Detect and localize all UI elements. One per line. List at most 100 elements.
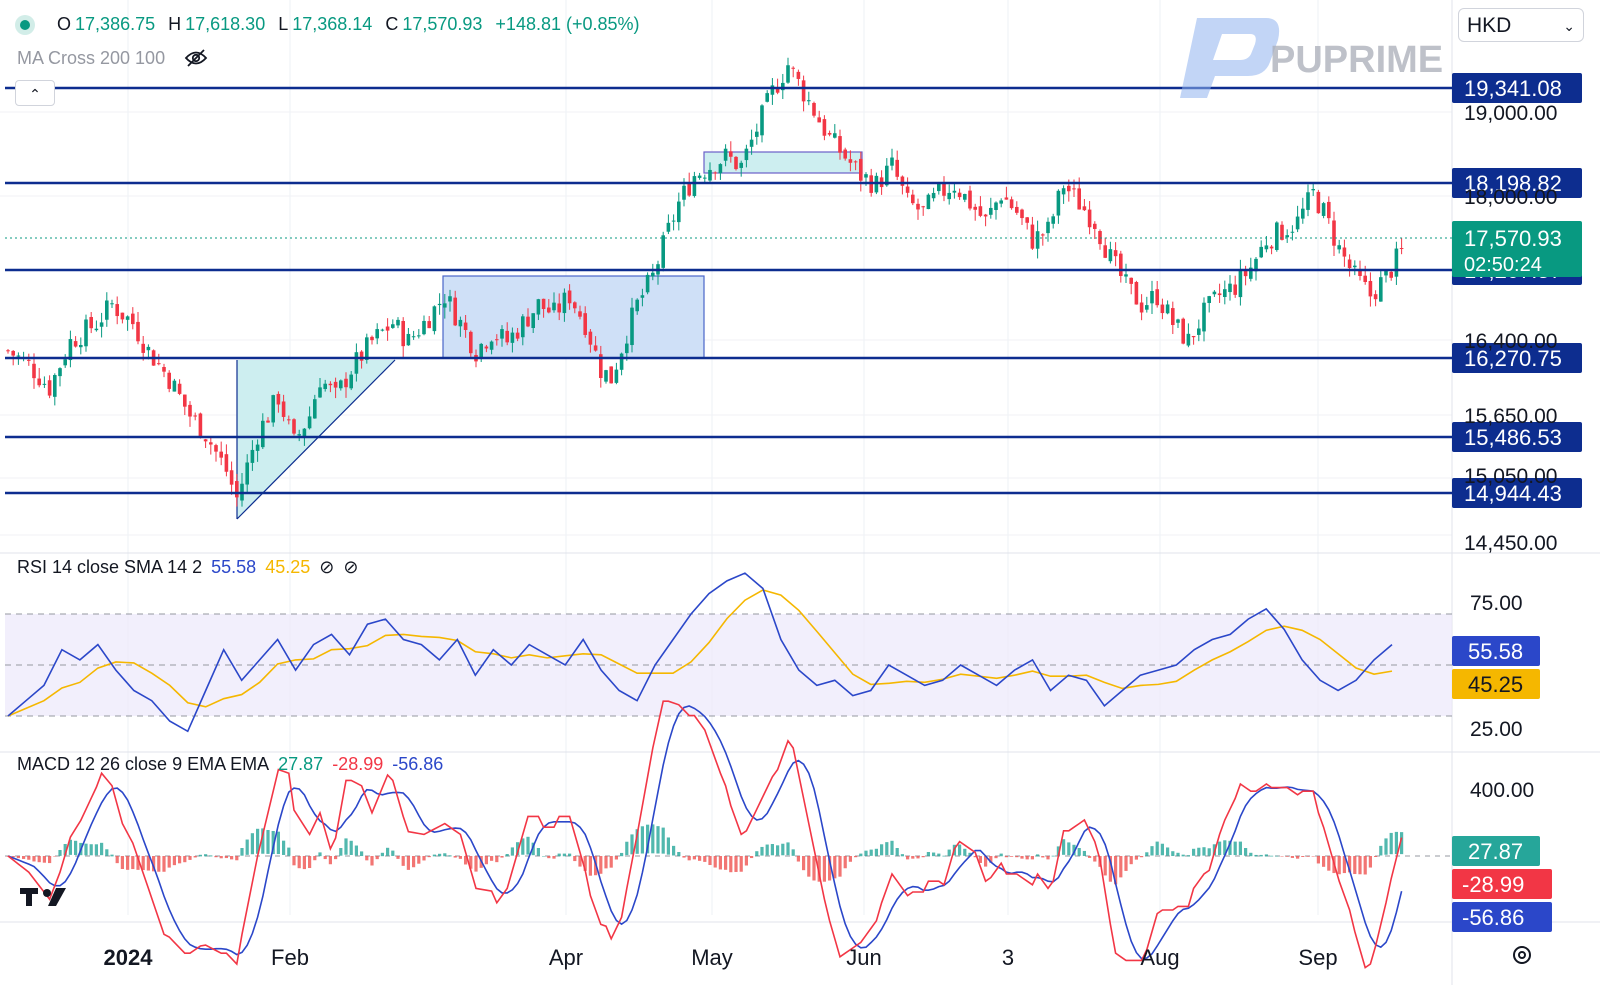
candle-body: [515, 332, 520, 339]
candle-body: [588, 331, 593, 345]
macd-histogram-bar: [890, 840, 894, 855]
candle-body: [1119, 253, 1123, 277]
tradingview-logo-icon[interactable]: [20, 888, 66, 906]
macd-histogram-bar: [1368, 856, 1372, 868]
macd-legend[interactable]: MACD 12 26 close 9 EMA EMA 27.87 -28.99 …: [17, 754, 447, 775]
candle-body: [541, 298, 546, 310]
macd-histogram-bar: [1316, 856, 1320, 864]
macd-histogram-bar: [599, 856, 603, 874]
candle-body: [484, 346, 489, 349]
rsi-legend[interactable]: RSI 14 close SMA 14 2 55.58 45.25 ⊘ ⊘: [17, 557, 362, 578]
macd-histogram-bar: [469, 856, 473, 869]
empty-value-icon: ⊘: [319, 557, 335, 577]
macd-histogram-bar: [396, 856, 400, 859]
candle-body: [1186, 333, 1191, 346]
macd-histogram-bar: [349, 840, 353, 855]
macd-histogram-bar: [1186, 855, 1190, 857]
candle-body: [526, 316, 530, 327]
macd-histogram-bar: [1348, 856, 1352, 873]
candle-body: [427, 321, 431, 329]
candle-body: [1259, 246, 1263, 258]
candle-body: [47, 380, 52, 396]
candle-body: [1311, 189, 1315, 191]
macd-histogram-bar: [1353, 856, 1357, 875]
macd-histogram-bar: [1051, 855, 1055, 857]
candle-body: [786, 65, 790, 83]
candle-body: [640, 295, 645, 298]
macd-histogram-bar: [1088, 856, 1092, 858]
macd-histogram-bar: [126, 856, 130, 870]
candle-body: [578, 311, 582, 317]
macd-hist-label: [1452, 836, 1540, 866]
gear-icon[interactable]: [1510, 943, 1534, 967]
macd-histogram-bar: [495, 856, 499, 863]
macd-histogram-bar: [198, 854, 202, 857]
macd-histogram-bar: [646, 824, 650, 854]
candle-body: [120, 312, 125, 320]
candle-body: [1353, 265, 1357, 268]
macd-histogram-bar: [1358, 856, 1362, 875]
candle-body: [1191, 336, 1196, 338]
candle-body: [1197, 328, 1201, 335]
ohlc-low: L 17,368.14: [278, 14, 373, 34]
candle-body: [1285, 235, 1289, 238]
macd-histogram-bar: [1004, 856, 1008, 858]
candle-body: [1368, 280, 1373, 297]
macd-histogram-bar: [1140, 856, 1144, 858]
macd-histogram-bar: [141, 856, 145, 871]
candle-body: [848, 159, 853, 163]
currency-select[interactable]: HKD ⌄: [1458, 8, 1584, 42]
candle-body: [645, 274, 650, 293]
macd-histogram-bar: [1010, 856, 1014, 857]
candle-body: [406, 333, 411, 346]
macd-tick: 400.00: [1470, 779, 1534, 802]
candle-body: [276, 393, 281, 405]
candle-body: [729, 151, 733, 157]
macd-histogram-bar: [183, 856, 187, 863]
macd-histogram-bar: [542, 856, 546, 857]
candle-body: [1295, 216, 1300, 230]
eye-off-icon[interactable]: [184, 49, 208, 67]
candle-body: [1030, 224, 1035, 249]
candle-body: [500, 329, 504, 339]
macd-histogram-bar: [245, 839, 249, 855]
macd-histogram-bar: [666, 837, 670, 855]
candle-body: [510, 332, 515, 343]
candle-body: [146, 346, 151, 351]
macd-hist-value: 27.87: [278, 754, 324, 774]
chevron-down-icon: ⌄: [1563, 18, 1575, 34]
macd-histogram-bar: [1264, 854, 1268, 857]
candle-body: [531, 313, 535, 329]
price-tick: 19,000.00: [1464, 102, 1557, 125]
macd-histogram-bar: [583, 856, 587, 871]
macd-histogram-bar: [240, 848, 244, 856]
macd-histogram-bar: [89, 844, 93, 856]
candle-body: [266, 420, 270, 423]
candle-body: [53, 375, 57, 397]
candle-body: [812, 102, 816, 116]
candle-body: [853, 161, 858, 163]
candle-body: [1046, 221, 1050, 234]
macd-histogram-bar: [32, 856, 36, 862]
candle-body: [1056, 190, 1061, 216]
macd-histogram-bar: [406, 856, 410, 870]
macd-histogram-bar: [1067, 842, 1071, 856]
candle-body: [463, 322, 468, 330]
candle-body: [661, 235, 665, 268]
macd-histogram-bar: [817, 856, 821, 882]
empty-value-icon: ⊘: [343, 557, 359, 577]
candle-body: [73, 341, 78, 347]
rsi-value: 55.58: [211, 557, 257, 577]
time-tick: Aug: [1140, 945, 1179, 970]
macd-histogram-bar: [1036, 854, 1040, 857]
time-tick: Jun: [846, 945, 881, 970]
candle-body: [1176, 319, 1180, 323]
macd-histogram-bar: [885, 842, 889, 856]
candle-body: [536, 299, 541, 315]
price-tick: 16,400.00: [1464, 330, 1557, 353]
collapse-legend-button[interactable]: ⌃: [15, 80, 55, 106]
macd-histogram-bar: [204, 854, 208, 857]
ma-indicator-legend[interactable]: MA Cross 200 100: [17, 48, 208, 69]
